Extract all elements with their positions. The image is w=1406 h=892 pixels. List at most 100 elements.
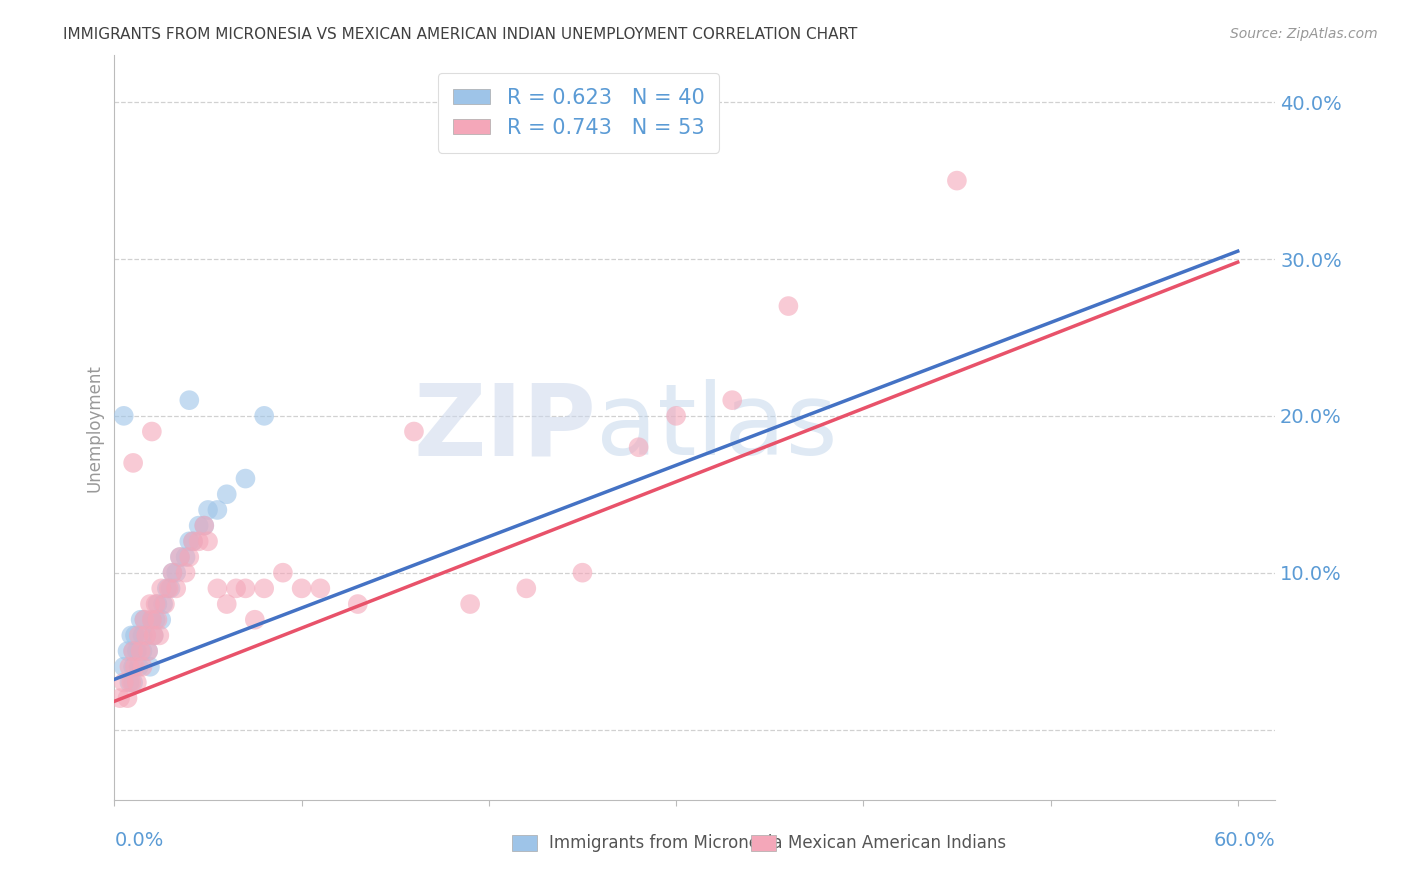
Point <box>134 613 156 627</box>
Point <box>117 644 139 658</box>
Point <box>122 456 145 470</box>
Point <box>165 582 187 596</box>
Point <box>112 660 135 674</box>
Point <box>108 691 131 706</box>
Point <box>142 628 165 642</box>
Point <box>136 644 159 658</box>
Point <box>193 518 215 533</box>
Point <box>122 644 145 658</box>
Point <box>157 582 180 596</box>
Point <box>122 675 145 690</box>
Point <box>150 582 173 596</box>
Point <box>145 597 167 611</box>
Y-axis label: Unemployment: Unemployment <box>86 364 103 491</box>
Point <box>215 487 238 501</box>
Point <box>129 644 152 658</box>
Point <box>571 566 593 580</box>
Point <box>128 628 150 642</box>
Text: 60.0%: 60.0% <box>1213 830 1275 850</box>
Point <box>458 597 481 611</box>
Point <box>271 566 294 580</box>
Point <box>124 660 146 674</box>
Point <box>253 582 276 596</box>
Point <box>122 644 145 658</box>
Point <box>125 675 148 690</box>
Point <box>197 534 219 549</box>
Point <box>141 425 163 439</box>
Point <box>112 675 135 690</box>
Point <box>778 299 800 313</box>
Point <box>181 534 204 549</box>
Point <box>179 393 201 408</box>
Point <box>721 393 744 408</box>
Point <box>627 440 650 454</box>
Point <box>112 409 135 423</box>
Point <box>402 425 425 439</box>
Point <box>174 566 197 580</box>
Point <box>146 613 169 627</box>
Point <box>142 628 165 642</box>
Point <box>215 597 238 611</box>
Point <box>135 628 157 642</box>
Point <box>179 534 201 549</box>
Point <box>148 628 170 642</box>
Point <box>145 613 167 627</box>
Point <box>139 660 162 674</box>
Point <box>169 549 191 564</box>
Point <box>162 566 184 580</box>
Legend: R = 0.623   N = 40, R = 0.743   N = 53: R = 0.623 N = 40, R = 0.743 N = 53 <box>439 73 720 153</box>
Point <box>131 628 153 642</box>
Point <box>162 566 184 580</box>
Point <box>135 628 157 642</box>
Point <box>309 582 332 596</box>
Point <box>122 660 145 674</box>
Point <box>146 597 169 611</box>
Point <box>665 409 688 423</box>
Point <box>225 582 247 596</box>
Point <box>235 582 257 596</box>
Point <box>124 628 146 642</box>
Point <box>197 503 219 517</box>
Point <box>179 549 201 564</box>
Point <box>131 660 153 674</box>
Text: IMMIGRANTS FROM MICRONESIA VS MEXICAN AMERICAN INDIAN UNEMPLOYMENT CORRELATION C: IMMIGRANTS FROM MICRONESIA VS MEXICAN AM… <box>63 27 858 42</box>
Point <box>515 582 537 596</box>
Point <box>346 597 368 611</box>
Text: 0.0%: 0.0% <box>114 830 163 850</box>
Text: Source: ZipAtlas.com: Source: ZipAtlas.com <box>1230 27 1378 41</box>
Point <box>187 534 209 549</box>
Point <box>128 660 150 674</box>
Point <box>253 409 276 423</box>
Point <box>291 582 314 596</box>
Point <box>946 173 969 187</box>
Point <box>139 597 162 611</box>
Point <box>120 628 142 642</box>
Point <box>193 518 215 533</box>
Text: atlas: atlas <box>596 379 838 476</box>
Text: Mexican American Indians: Mexican American Indians <box>787 834 1005 852</box>
Point <box>136 644 159 658</box>
Point <box>131 644 153 658</box>
Point <box>141 613 163 627</box>
Text: Immigrants from Micronesia: Immigrants from Micronesia <box>548 834 782 852</box>
Point <box>235 472 257 486</box>
Point <box>120 675 142 690</box>
Point <box>181 534 204 549</box>
Point <box>174 549 197 564</box>
Text: ZIP: ZIP <box>413 379 596 476</box>
Point <box>243 613 266 627</box>
Point <box>153 597 176 611</box>
Point <box>165 566 187 580</box>
Point <box>134 613 156 627</box>
Point <box>141 613 163 627</box>
Point <box>125 644 148 658</box>
Point <box>129 613 152 627</box>
Point <box>150 613 173 627</box>
Point <box>152 597 174 611</box>
Point <box>118 675 141 690</box>
Point <box>207 503 229 517</box>
Point <box>159 582 181 596</box>
Point <box>169 549 191 564</box>
Point <box>118 660 141 674</box>
Point <box>117 691 139 706</box>
